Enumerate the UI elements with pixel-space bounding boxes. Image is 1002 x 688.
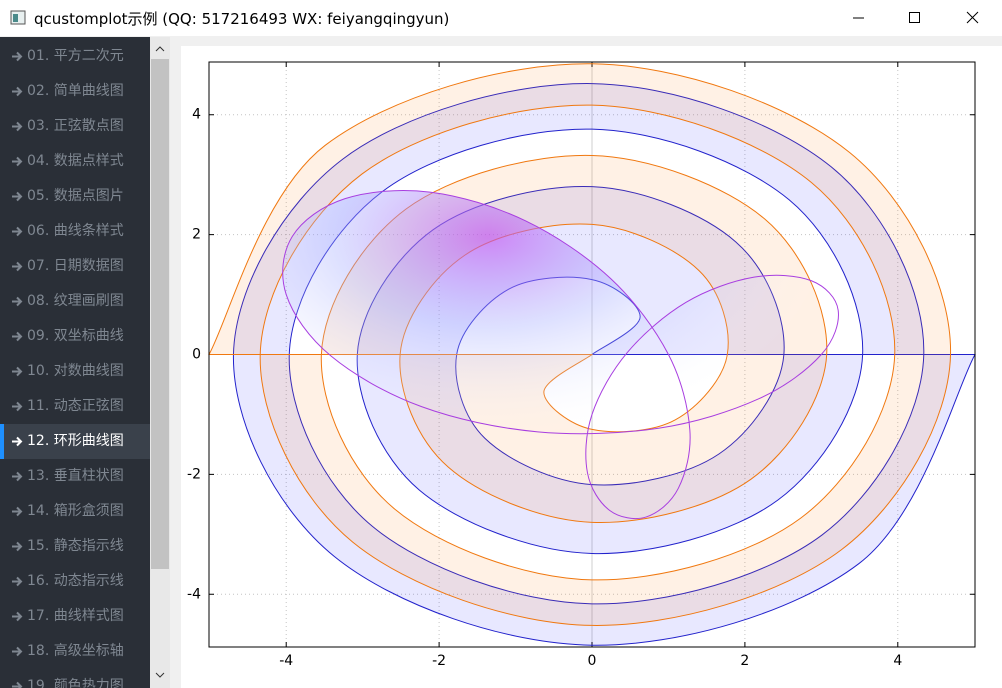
curve [282,189,839,520]
arrow-icon [12,121,23,132]
arrow-icon [12,261,23,272]
axis-frame [208,61,976,648]
menu-item-label: 05. 数据点图片 [27,188,124,204]
y-tick-label: 4 [192,107,201,123]
y-tick-label: -2 [187,466,201,482]
arrow-icon [12,191,23,202]
menu-item-label: 11. 动态正弦图 [27,398,124,414]
menu-item-label: 14. 箱形盒须图 [27,503,124,519]
chart: -4 -2 0 2 4 -4 -2 0 2 4 [181,46,1002,688]
menu-item[interactable]: 01. 平方二次元 [0,39,150,74]
x-tick-label: -2 [432,653,446,669]
arrow-icon [12,366,23,377]
menu-item[interactable]: 03. 正弦散点图 [0,109,150,144]
title-bar: qcustomplot示例 (QQ: 517216493 WX: feiyang… [0,0,1002,36]
menu-item[interactable]: 12. 环形曲线图 [0,424,150,459]
window-title: qcustomplot示例 (QQ: 517216493 WX: feiyang… [34,10,450,28]
scroll-down[interactable] [155,672,165,678]
arrow-icon [12,331,23,342]
menu-item-label: 04. 数据点样式 [27,153,124,169]
close-button[interactable] [966,11,979,24]
menu-list: 01. 平方二次元 02. 简单曲线图 03. 正弦散点图 04. 数据点样式 05. … [0,37,150,688]
scrollbar[interactable] [150,37,170,688]
y-tick-label: 0 [192,347,201,363]
menu-item-label: 16. 动态指示线 [27,573,124,589]
menu-item-label: 15. 静态指示线 [27,538,124,554]
arrow-icon [12,436,23,447]
arrow-icon [12,681,23,688]
menu-item[interactable]: 15. 静态指示线 [0,529,150,564]
menu-item[interactable]: 05. 数据点图片 [0,179,150,214]
menu-item-label: 03. 正弦散点图 [27,118,124,134]
menu-item[interactable]: 18. 高级坐标轴 [0,634,150,669]
menu-item[interactable]: 14. 箱形盒须图 [0,494,150,529]
menu-item[interactable]: 09. 双坐标曲线 [0,319,150,354]
plot-panel: -4 -2 0 2 4 -4 -2 0 2 4 [172,37,1002,688]
menu-item[interactable]: 08. 纹理画刷图 [0,284,150,319]
menu-item[interactable]: 04. 数据点样式 [0,144,150,179]
x-tick-label: -4 [279,653,293,669]
arrow-icon [12,51,23,62]
arrow-icon [12,506,23,517]
menu-item-label: 12. 环形曲线图 [27,433,124,449]
x-tick-label: 4 [893,653,902,669]
arrow-icon [12,541,23,552]
maximize-button[interactable] [909,12,920,23]
menu-item[interactable]: 11. 动态正弦图 [0,389,150,424]
title-bar-icons [10,10,979,25]
menu-item-label: 17. 曲线样式图 [27,608,124,624]
menu-item-label: 08. 纹理画刷图 [27,293,124,309]
menu-item-label: 13. 垂直柱状图 [27,468,124,484]
menu-item-label: 19. 颜色热力图 [27,678,124,688]
arrow-icon [12,611,23,622]
scroll-up[interactable] [155,46,165,52]
menu-item-label: 09. 双坐标曲线 [27,328,124,344]
app-icon-detail [13,14,18,22]
menu-item[interactable]: 17. 曲线样式图 [0,599,150,634]
arrow-icon [12,576,23,587]
menu-item[interactable]: 06. 曲线条样式 [0,214,150,249]
menu-item-label: 01. 平方二次元 [27,48,124,64]
arrow-icon [12,156,23,167]
menu-item[interactable]: 16. 动态指示线 [0,564,150,599]
menu-item[interactable]: 13. 垂直柱状图 [0,459,150,494]
menu-item-label: 07. 日期数据图 [27,258,124,274]
scroll-thumb[interactable] [151,59,169,569]
arrow-icon [12,226,23,237]
menu-item-label: 18. 高级坐标轴 [27,643,124,659]
arrow-icon [12,296,23,307]
menu-item-label: 02. 简单曲线图 [27,83,124,99]
menu-item-label: 10. 对数曲线图 [27,363,124,379]
y-tick-label: -4 [187,586,201,602]
menu-item[interactable]: 07. 日期数据图 [0,249,150,284]
menu-item[interactable]: 19. 颜色热力图 [0,669,150,688]
menu-item[interactable]: 02. 简单曲线图 [0,74,150,109]
y-tick-label: 2 [192,227,201,243]
arrow-icon [12,401,23,412]
menu-item[interactable]: 10. 对数曲线图 [0,354,150,389]
arrow-icon [12,86,23,97]
x-tick-label: 0 [588,653,597,669]
scroll-arrows [155,46,165,678]
arrow-icon [12,646,23,657]
menu-item-label: 06. 曲线条样式 [27,223,124,239]
arrow-icon [12,471,23,482]
x-tick-label: 2 [740,653,749,669]
